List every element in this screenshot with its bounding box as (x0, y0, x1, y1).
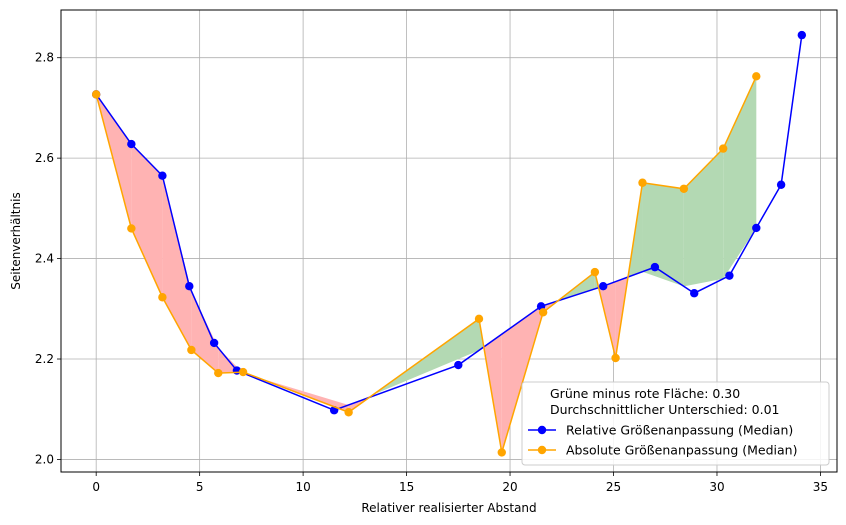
legend-swatch-absolute (528, 445, 556, 455)
x-tick-label: 30 (709, 480, 724, 494)
data-point-absolute (538, 308, 548, 317)
data-point-absolute (638, 178, 647, 187)
data-point-absolute (238, 367, 248, 377)
data-point-relative (776, 180, 786, 189)
x-tick-label: 20 (502, 480, 517, 494)
axis-ticks: 0 5 10 15 20 25 30 35 2.0 2.2 2.4 2.6 2.8 (35, 51, 828, 494)
data-point-relative (752, 223, 761, 233)
data-point-absolute (344, 408, 353, 417)
x-tick-label: 35 (813, 480, 828, 494)
y-tick-label: 2.0 (35, 452, 54, 466)
series-lines (91, 30, 807, 457)
data-point-absolute (187, 345, 196, 355)
data-point-absolute (214, 368, 223, 378)
data-point-relative (158, 171, 167, 180)
data-point-absolute (718, 144, 728, 153)
data-point-relative (209, 338, 219, 348)
legend-swatch-marker (537, 445, 547, 455)
y-tick-label: 2.2 (35, 352, 54, 366)
legend-swatch-relative (528, 425, 556, 435)
y-axis-label: Seitenverhältnis (9, 192, 23, 289)
data-point-absolute (127, 224, 136, 233)
x-tick-label: 10 (295, 480, 310, 494)
data-point-relative (725, 271, 734, 280)
x-tick-label: 5 (196, 480, 204, 494)
fill-area-negative (191, 290, 219, 374)
legend-label-relative: Relative Größenanpassung (Median) (566, 423, 793, 438)
data-point-relative (127, 139, 136, 149)
data-point-absolute (91, 90, 101, 99)
plot-frame (60, 9, 838, 473)
data-point-absolute (611, 353, 620, 363)
legend-swatch-marker (537, 425, 547, 435)
y-tick-label: 2.6 (35, 151, 54, 165)
fill-area-positive (683, 148, 724, 287)
grid (61, 10, 837, 472)
data-point-absolute (474, 314, 484, 324)
x-axis-label: Relativer realisierter Abstand (361, 501, 536, 515)
data-point-absolute (497, 448, 506, 457)
fill-area-positive (723, 76, 757, 279)
legend-label-absolute: Absolute Größenanpassung (Median) (566, 443, 797, 458)
fill-area-negative (162, 175, 192, 350)
legend-box (521, 381, 830, 466)
data-point-absolute (158, 293, 167, 302)
data-point-absolute (752, 72, 761, 81)
data-point-absolute (590, 267, 600, 277)
data-point-relative (690, 289, 699, 298)
data-point-relative (797, 30, 807, 40)
data-point-relative (185, 281, 194, 291)
legend-header-area-diff: Grüne minus rote Fläche: 0.30 (550, 386, 740, 401)
series-line-absolute (95, 75, 757, 453)
fill-area-positive (642, 182, 684, 287)
data-point-relative (454, 360, 463, 370)
data-point-relative (650, 262, 660, 272)
y-tick-label: 2.8 (35, 51, 54, 65)
data-point-relative (598, 281, 608, 291)
data-point-absolute (679, 184, 689, 193)
y-tick-label: 2.4 (35, 252, 54, 266)
series-line-relative (95, 35, 803, 412)
x-tick-label: 15 (399, 480, 414, 494)
x-tick-label: 25 (606, 480, 621, 494)
fill-area-negative (131, 144, 163, 298)
legend-header-mean-diff: Durchschnittlicher Unterschied: 0.01 (550, 402, 779, 417)
legend: Grüne minus rote Fläche: 0.30 Durchschni… (521, 381, 830, 466)
x-tick-label: 0 (92, 480, 100, 494)
